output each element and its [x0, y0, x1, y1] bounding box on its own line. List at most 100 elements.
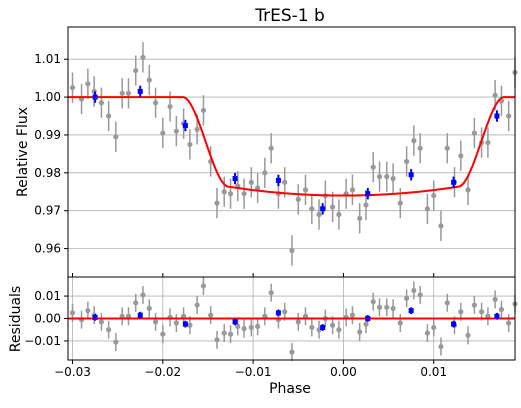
raw-point: [349, 187, 356, 193]
raw-point: [227, 191, 234, 197]
residual-raw-point: [376, 304, 383, 310]
residual-ytick-label: 0.01: [34, 289, 61, 303]
xtick-label: 0.01: [420, 365, 447, 379]
raw-point: [404, 158, 410, 165]
residual-binned-point: [182, 321, 188, 327]
raw-point: [152, 100, 159, 106]
residual-raw-point: [438, 343, 444, 350]
raw-point: [69, 85, 76, 91]
residual-raw-point: [268, 290, 274, 296]
main-ytick-label: 0.96: [34, 242, 61, 256]
raw-point: [133, 67, 139, 74]
raw-point: [160, 130, 166, 136]
residual-raw-point: [255, 323, 261, 329]
xtick-label: −0.01: [235, 365, 272, 379]
raw-point: [438, 223, 444, 229]
residual-raw-point: [424, 330, 431, 336]
residual-raw-point: [85, 308, 91, 314]
main-binned-points: [92, 85, 500, 215]
raw-point: [444, 145, 450, 151]
residual-raw-point: [113, 339, 119, 345]
residual-raw-point: [478, 309, 485, 315]
binned-point: [92, 94, 98, 100]
raw-point: [506, 113, 512, 119]
raw-point: [289, 247, 295, 254]
residual-raw-point: [282, 309, 288, 315]
raw-point: [485, 139, 491, 146]
residual-raw-point: [221, 330, 227, 336]
raw-point: [262, 170, 268, 176]
raw-point: [370, 164, 376, 170]
raw-point: [458, 153, 464, 159]
residual-ytick-label: −0.01: [24, 334, 61, 348]
raw-point: [376, 174, 383, 180]
residual-y-ticks: −0.01 0.00 0.01: [24, 289, 68, 348]
main-ytick-label: 1.00: [34, 90, 61, 104]
residual-raw-point: [227, 331, 234, 337]
residual-raw-point: [498, 306, 505, 313]
raw-point: [187, 141, 193, 148]
residual-binned-point: [232, 319, 238, 325]
binned-point: [182, 122, 188, 128]
raw-point: [221, 189, 227, 195]
residual-raw-point: [98, 319, 105, 325]
residual-raw-point: [140, 292, 146, 298]
x-axis-label: Phase: [269, 381, 311, 397]
residual-binned-point: [137, 312, 143, 318]
residual-raw-point: [106, 327, 112, 333]
residual-raw-point: [194, 302, 200, 308]
residual-raw-point: [214, 337, 220, 343]
main-ytick-label: 0.99: [34, 128, 61, 142]
raw-point: [471, 130, 477, 136]
raw-point: [119, 90, 125, 96]
residual-raw-point: [397, 320, 403, 326]
binned-point: [494, 113, 500, 119]
residual-raw-point: [417, 292, 423, 298]
raw-point: [302, 187, 309, 193]
residual-raw-point: [235, 323, 241, 329]
binned-point: [137, 88, 143, 94]
residual-raw-point: [357, 329, 363, 335]
residual-raw-point: [329, 322, 336, 328]
residual-raw-point: [465, 332, 471, 338]
raw-point: [200, 107, 207, 113]
raw-point: [173, 128, 179, 134]
residual-raw-point: [404, 295, 410, 301]
residual-raw-point: [133, 300, 139, 306]
residual-raw-point: [349, 312, 356, 318]
residual-binned-point: [320, 324, 326, 330]
residual-binned-point: [451, 321, 457, 327]
raw-point: [417, 145, 423, 151]
binned-point: [365, 191, 371, 197]
residual-raw-point: [69, 310, 76, 316]
raw-point: [167, 103, 173, 110]
residual-raw-point: [208, 312, 214, 318]
residual-raw-point: [173, 320, 179, 326]
binned-point: [232, 176, 238, 182]
main-ytick-label: 0.98: [34, 166, 61, 180]
raw-point: [411, 138, 417, 144]
residual-x-ticks: −0.03 −0.02 −0.01 0.00 0.01: [54, 360, 447, 379]
xtick-label: −0.02: [144, 365, 181, 379]
residual-raw-point: [146, 305, 152, 312]
raw-point: [125, 90, 132, 96]
main-model-curve: [68, 96, 515, 197]
residual-raw-point: [289, 349, 295, 355]
raw-point: [465, 187, 471, 193]
xtick-label: 0.00: [330, 365, 357, 379]
residual-raw-point: [160, 331, 166, 337]
raw-point: [85, 81, 91, 87]
raw-point: [113, 134, 119, 140]
raw-point: [194, 126, 200, 132]
raw-point: [329, 204, 336, 210]
raw-point: [248, 179, 254, 185]
raw-point: [316, 211, 322, 218]
residual-raw-point: [241, 325, 247, 332]
residual-raw-point: [444, 300, 450, 306]
residual-raw-point: [363, 321, 369, 327]
residual-raw-point: [370, 299, 376, 305]
residual-raw-point: [411, 287, 417, 294]
residual-binned-point: [494, 313, 500, 319]
binned-point: [451, 179, 457, 185]
